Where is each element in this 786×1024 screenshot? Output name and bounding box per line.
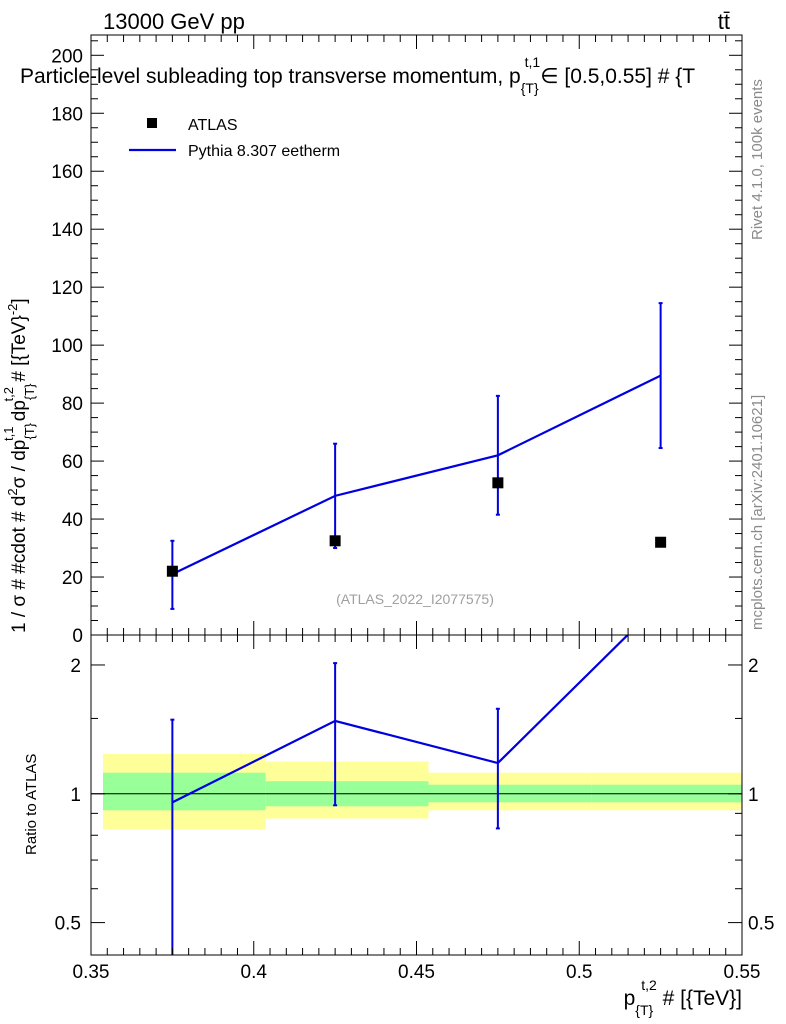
ratio-y-axis-label: Ratio to ATLAS xyxy=(23,754,40,855)
atlas-data-point xyxy=(329,535,341,547)
main-y-tick-label: 100 xyxy=(51,336,83,357)
ratio-y-tick-label-right: 0.5 xyxy=(748,914,774,935)
main-y-tick-label: 120 xyxy=(51,278,83,299)
main-y-tick-label: 200 xyxy=(51,46,83,67)
ratio-y-tick-label: 1 xyxy=(70,785,81,806)
legend: ATLAS Pythia 8.307 eetherm xyxy=(129,117,340,160)
ratio-pythia-line xyxy=(171,635,630,804)
ratio-y-tick-label: 2 xyxy=(70,656,81,677)
main-y-tick-label: 0 xyxy=(72,626,83,647)
main-panel: 0 20 40 60 80 100 120 140 160 180 200 (ATLAS_2022_… xyxy=(1,34,743,647)
main-y-tick-label: 20 xyxy=(62,568,83,589)
x-tick-label: 0.4 xyxy=(241,962,268,983)
ratio-x-axis: 0.35 0.4 0.45 0.5 0.55 xyxy=(73,635,761,983)
pythia-error-bars xyxy=(170,302,663,610)
main-y-tick-label: 140 xyxy=(51,220,83,241)
x-tick-label: 0.5 xyxy=(566,962,592,983)
legend-pythia-label: Pythia 8.307 eetherm xyxy=(188,143,340,160)
atlas-data-point xyxy=(655,536,667,548)
ratio-y-tick-label-right: 2 xyxy=(748,656,759,677)
atlas-data-point xyxy=(492,477,504,489)
main-y-tick-label: 160 xyxy=(51,162,83,183)
x-tick-label: 0.55 xyxy=(724,962,761,983)
main-y-tick-label: 60 xyxy=(62,452,83,473)
legend-atlas-marker xyxy=(147,118,157,128)
pythia-line xyxy=(171,374,662,576)
rivet-label: Rivet 4.1.0, 100k events xyxy=(749,79,766,240)
ratio-panel: 0.5 0.5 1 1 2 2 0.35 0.4 0.45 0.5 0.55 Ratio to A… xyxy=(23,634,775,1018)
x-axis-label: p{T}t,2 # [{TeV}] xyxy=(624,977,742,1018)
mcplots-label: mcplots.cern.ch [arXiv:2401.10621] xyxy=(749,395,766,630)
main-y-axis-label: 1 / σ # #cdot # d2σ / dp{T}t,1 dp{T}t,2 … xyxy=(1,298,37,633)
main-title: Particle-level subleading top transverse… xyxy=(20,54,695,96)
main-y-tick-label: 180 xyxy=(51,104,83,125)
x-tick-label: 0.45 xyxy=(398,962,435,983)
atlas-data-point xyxy=(166,565,178,577)
ratio-y-axis: 0.5 0.5 1 1 2 2 xyxy=(55,656,775,935)
ratio-uncertainty-bands xyxy=(103,753,742,830)
main-y-tick-label: 40 xyxy=(62,510,83,531)
ratio-green-band xyxy=(103,772,266,811)
process-label: tt̄ xyxy=(718,9,730,34)
atlas-markers xyxy=(166,477,667,577)
ratio-y-tick-label-right: 1 xyxy=(748,785,759,806)
ratio-y-tick-label: 0.5 xyxy=(55,914,81,935)
energy-label: 13000 GeV pp xyxy=(103,9,245,34)
x-tick-label: 0.35 xyxy=(73,962,110,983)
ratio-pythia-error-bars xyxy=(170,662,500,955)
analysis-watermark: (ATLAS_2022_I2077575) xyxy=(336,591,494,607)
main-y-tick-label: 80 xyxy=(62,394,83,415)
legend-atlas-label: ATLAS xyxy=(188,117,238,134)
main-y-axis: 0 20 40 60 80 100 120 140 160 180 200 xyxy=(51,40,742,647)
main-x-ticks xyxy=(90,35,743,635)
